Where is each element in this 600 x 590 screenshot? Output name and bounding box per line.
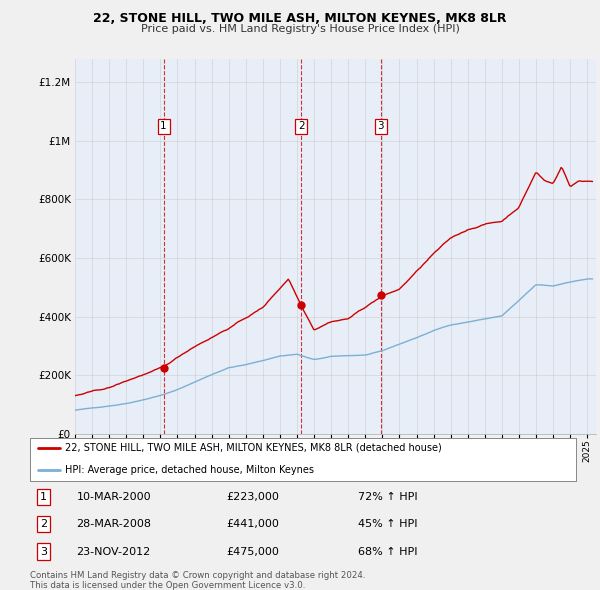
Text: £475,000: £475,000 [227, 546, 280, 556]
Text: 22, STONE HILL, TWO MILE ASH, MILTON KEYNES, MK8 8LR: 22, STONE HILL, TWO MILE ASH, MILTON KEY… [93, 12, 507, 25]
Text: 2: 2 [298, 122, 304, 132]
Text: 10-MAR-2000: 10-MAR-2000 [76, 492, 151, 502]
Text: 22, STONE HILL, TWO MILE ASH, MILTON KEYNES, MK8 8LR (detached house): 22, STONE HILL, TWO MILE ASH, MILTON KEY… [65, 442, 442, 453]
Text: 28-MAR-2008: 28-MAR-2008 [76, 519, 151, 529]
Text: 3: 3 [377, 122, 384, 132]
Text: 1: 1 [160, 122, 167, 132]
Text: 68% ↑ HPI: 68% ↑ HPI [358, 546, 417, 556]
Text: 1: 1 [40, 492, 47, 502]
Text: 23-NOV-2012: 23-NOV-2012 [76, 546, 151, 556]
Text: This data is licensed under the Open Government Licence v3.0.: This data is licensed under the Open Gov… [30, 581, 305, 589]
Text: Contains HM Land Registry data © Crown copyright and database right 2024.: Contains HM Land Registry data © Crown c… [30, 571, 365, 580]
Text: £441,000: £441,000 [227, 519, 280, 529]
Text: 72% ↑ HPI: 72% ↑ HPI [358, 492, 417, 502]
Text: HPI: Average price, detached house, Milton Keynes: HPI: Average price, detached house, Milt… [65, 465, 314, 475]
Text: £223,000: £223,000 [227, 492, 280, 502]
Text: 45% ↑ HPI: 45% ↑ HPI [358, 519, 417, 529]
Text: 3: 3 [40, 546, 47, 556]
Text: 2: 2 [40, 519, 47, 529]
Text: Price paid vs. HM Land Registry's House Price Index (HPI): Price paid vs. HM Land Registry's House … [140, 24, 460, 34]
